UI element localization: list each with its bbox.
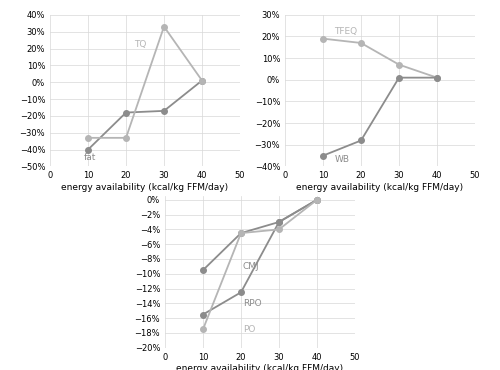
Text: TFEQ: TFEQ xyxy=(334,27,357,36)
X-axis label: energy availability (kcal/kg FFM/day): energy availability (kcal/kg FFM/day) xyxy=(176,364,344,370)
Text: PO: PO xyxy=(243,324,256,333)
Text: WB: WB xyxy=(334,155,349,164)
Text: RPO: RPO xyxy=(243,299,262,307)
Text: CMJ: CMJ xyxy=(243,262,260,270)
X-axis label: energy availability (kcal/kg FFM/day): energy availability (kcal/kg FFM/day) xyxy=(296,183,464,192)
Text: fat: fat xyxy=(84,153,96,162)
Text: TQ: TQ xyxy=(134,40,146,49)
X-axis label: energy availability (kcal/kg FFM/day): energy availability (kcal/kg FFM/day) xyxy=(62,183,228,192)
